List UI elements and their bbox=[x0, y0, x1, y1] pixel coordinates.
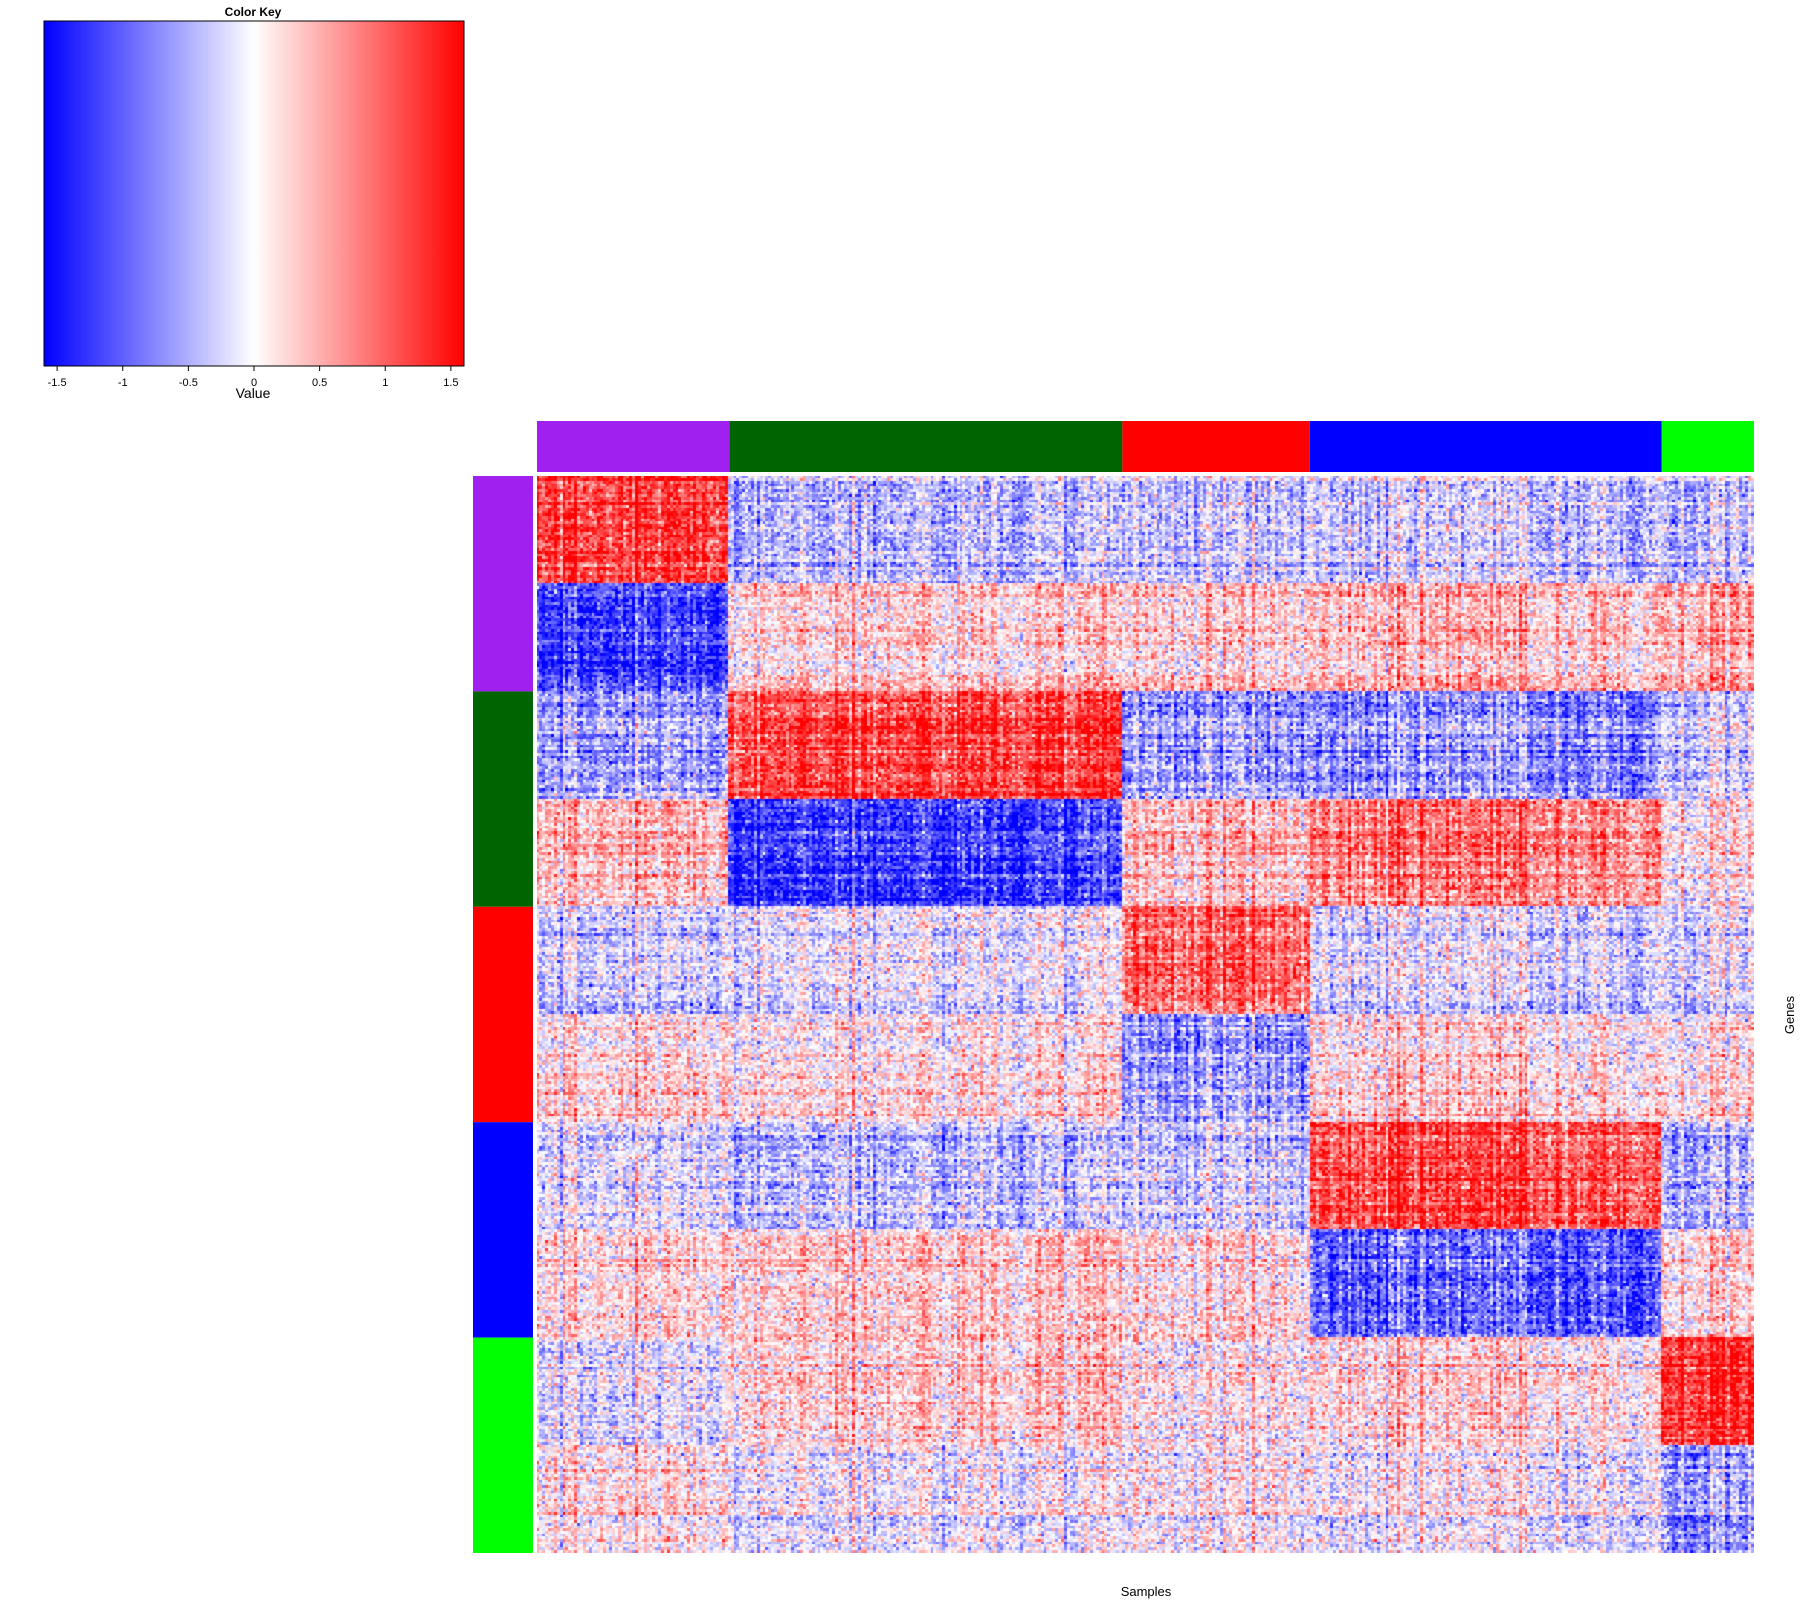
sample-group-red bbox=[1122, 421, 1310, 472]
gene-group-blue bbox=[473, 1122, 533, 1338]
color-key-tick-label: 0.5 bbox=[312, 377, 327, 389]
sample-group-bar bbox=[537, 421, 1754, 472]
gene-group-green bbox=[473, 1337, 533, 1553]
sample-group-green bbox=[1661, 421, 1754, 472]
color-key-gradient bbox=[43, 20, 465, 367]
color-key: Color Key -1.5 -1 -0.5 0 0.5 1 1.5 Value bbox=[43, 5, 465, 401]
color-key-tick-label: -1.5 bbox=[48, 377, 67, 389]
color-key-ticks: -1.5 -1 -0.5 0 0.5 1 1.5 bbox=[48, 366, 459, 389]
heatmap-cells bbox=[537, 476, 1754, 1553]
gene-group-darkgreen bbox=[473, 691, 533, 907]
gene-group-red bbox=[473, 906, 533, 1123]
sample-group-blue bbox=[1309, 421, 1662, 472]
color-key-tick-label: -1 bbox=[118, 377, 128, 389]
sample-group-purple bbox=[537, 421, 730, 472]
color-key-tick-label: 1 bbox=[382, 377, 388, 389]
heatmap-area bbox=[537, 476, 1754, 1553]
color-key-xlabel: Value bbox=[236, 385, 271, 401]
color-key-title: Color Key bbox=[225, 5, 282, 19]
y-axis-label: Genes bbox=[1782, 995, 1797, 1034]
color-key-tick-label: 1.5 bbox=[443, 377, 458, 389]
gene-group-purple bbox=[473, 476, 533, 692]
color-key-tick-label: 0 bbox=[251, 377, 257, 389]
color-key-tick-label: -0.5 bbox=[179, 377, 198, 389]
sample-group-darkgreen bbox=[729, 421, 1123, 472]
x-axis-label: Samples bbox=[1121, 1584, 1172, 1599]
gene-group-bar bbox=[473, 476, 533, 1553]
